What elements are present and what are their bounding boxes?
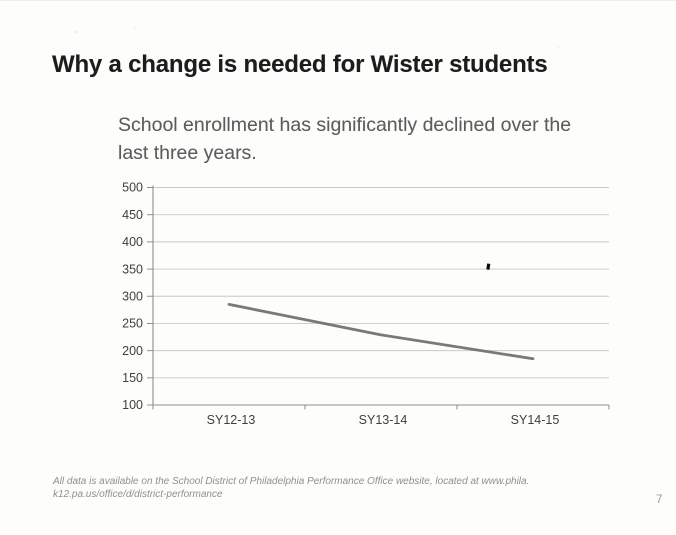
source-note-line-2: k12.pa.us/office/d/district-performance: [53, 489, 223, 500]
scan-speck: [133, 27, 136, 30]
scan-speck: [75, 30, 78, 34]
x-axis-category-label: SY14-15: [511, 413, 560, 427]
y-axis-tick-label: 250: [122, 317, 143, 331]
y-axis-tick-label: 400: [122, 235, 143, 249]
y-axis-tick-label: 200: [122, 344, 143, 358]
scan-artifact-dot: [486, 263, 491, 270]
source-note-line-1: All data is available on the School Dist…: [53, 476, 530, 487]
source-note: All data is available on the School Dist…: [53, 475, 613, 501]
x-axis-category-label: SY13-14: [359, 413, 408, 427]
y-axis-tick-label: 150: [122, 371, 143, 385]
caption-line-1: School enrollment has significantly decl…: [118, 114, 572, 136]
y-axis-tick-label: 500: [122, 181, 143, 195]
chart-caption: School enrollment has significantly decl…: [118, 111, 630, 167]
y-axis-tick-label: 350: [122, 262, 143, 276]
slide-title: Why a change is needed for Wister studen…: [52, 51, 548, 78]
y-axis-tick-label: 300: [122, 289, 143, 303]
y-axis-tick-label: 100: [122, 398, 143, 412]
scan-speck: [557, 46, 561, 49]
x-axis-category-label: SY12-13: [207, 413, 256, 427]
caption-line-2: last three years.: [118, 142, 257, 164]
y-axis-tick-label: 450: [122, 208, 143, 222]
enrollment-line: [227, 303, 535, 361]
page-number: 7: [656, 494, 663, 506]
